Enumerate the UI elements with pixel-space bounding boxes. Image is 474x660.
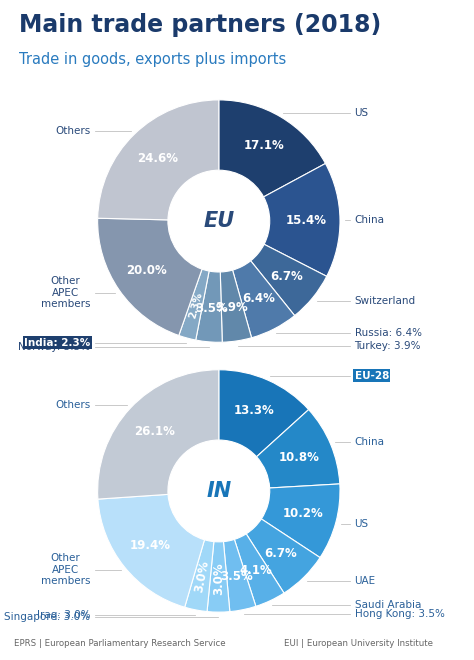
Wedge shape: [179, 269, 209, 340]
Text: 3.5%: 3.5%: [220, 570, 253, 583]
Text: Singapore: 3.0%: Singapore: 3.0%: [4, 612, 91, 622]
Text: Turkey: 3.9%: Turkey: 3.9%: [355, 341, 421, 350]
Wedge shape: [233, 261, 295, 338]
Wedge shape: [98, 100, 219, 220]
Wedge shape: [223, 539, 256, 612]
Text: US: US: [355, 108, 369, 118]
Text: 15.4%: 15.4%: [286, 214, 327, 226]
Wedge shape: [264, 164, 340, 277]
Text: 10.8%: 10.8%: [279, 451, 320, 463]
Text: Other
APEC
members: Other APEC members: [41, 276, 91, 310]
Text: Trade in goods, exports plus imports: Trade in goods, exports plus imports: [19, 52, 286, 67]
Text: 3.5%: 3.5%: [195, 302, 228, 315]
Text: EPRS | European Parliamentary Research Service: EPRS | European Parliamentary Research S…: [14, 640, 226, 648]
Text: India: 2.3%: India: 2.3%: [24, 338, 91, 348]
Text: 26.1%: 26.1%: [135, 425, 175, 438]
Text: Iraq: 3.0%: Iraq: 3.0%: [37, 610, 91, 620]
Wedge shape: [207, 542, 230, 612]
Wedge shape: [196, 271, 222, 343]
Text: 6.4%: 6.4%: [242, 292, 275, 306]
Text: IN: IN: [206, 481, 231, 501]
Wedge shape: [234, 534, 284, 607]
Wedge shape: [219, 100, 326, 197]
Text: EUI | European University Institute: EUI | European University Institute: [284, 640, 433, 648]
Text: 3.0%: 3.0%: [193, 560, 212, 594]
Text: 3.9%: 3.9%: [216, 301, 248, 314]
Text: Hong Kong: 3.5%: Hong Kong: 3.5%: [355, 609, 445, 620]
Text: UAE: UAE: [355, 576, 376, 585]
Text: 17.1%: 17.1%: [243, 139, 284, 152]
Text: 19.4%: 19.4%: [130, 539, 171, 552]
Circle shape: [169, 172, 268, 271]
Text: Switzerland: Switzerland: [355, 296, 416, 306]
Text: 3.0%: 3.0%: [212, 562, 225, 595]
Wedge shape: [261, 484, 340, 558]
Text: 2.3%: 2.3%: [188, 291, 204, 320]
Text: Saudi Arabia: Saudi Arabia: [355, 600, 421, 610]
Circle shape: [169, 442, 268, 541]
Wedge shape: [246, 519, 320, 593]
Text: 10.2%: 10.2%: [283, 507, 324, 520]
Text: Russia: 6.4%: Russia: 6.4%: [355, 328, 421, 338]
Text: 4.1%: 4.1%: [240, 564, 273, 577]
Text: Others: Others: [55, 126, 91, 136]
Wedge shape: [256, 410, 340, 488]
Text: EU-28: EU-28: [355, 371, 389, 381]
Text: EU: EU: [203, 211, 235, 231]
Text: 6.7%: 6.7%: [264, 546, 297, 560]
Wedge shape: [98, 218, 202, 335]
Text: China: China: [355, 437, 384, 447]
Wedge shape: [220, 270, 252, 343]
Wedge shape: [185, 540, 214, 612]
Text: US: US: [355, 519, 369, 529]
Wedge shape: [98, 494, 204, 607]
Wedge shape: [251, 244, 327, 315]
Text: Main trade partners (2018): Main trade partners (2018): [19, 13, 381, 37]
Text: 20.0%: 20.0%: [127, 265, 167, 277]
Text: 13.3%: 13.3%: [234, 405, 274, 418]
Text: 24.6%: 24.6%: [137, 152, 178, 165]
Wedge shape: [98, 370, 219, 499]
Text: Other
APEC
members: Other APEC members: [41, 553, 91, 587]
Text: Others: Others: [55, 400, 91, 410]
Text: 6.7%: 6.7%: [270, 270, 303, 283]
Text: Norway: 3.5%: Norway: 3.5%: [18, 342, 91, 352]
Wedge shape: [219, 370, 309, 457]
Text: China: China: [355, 214, 384, 224]
